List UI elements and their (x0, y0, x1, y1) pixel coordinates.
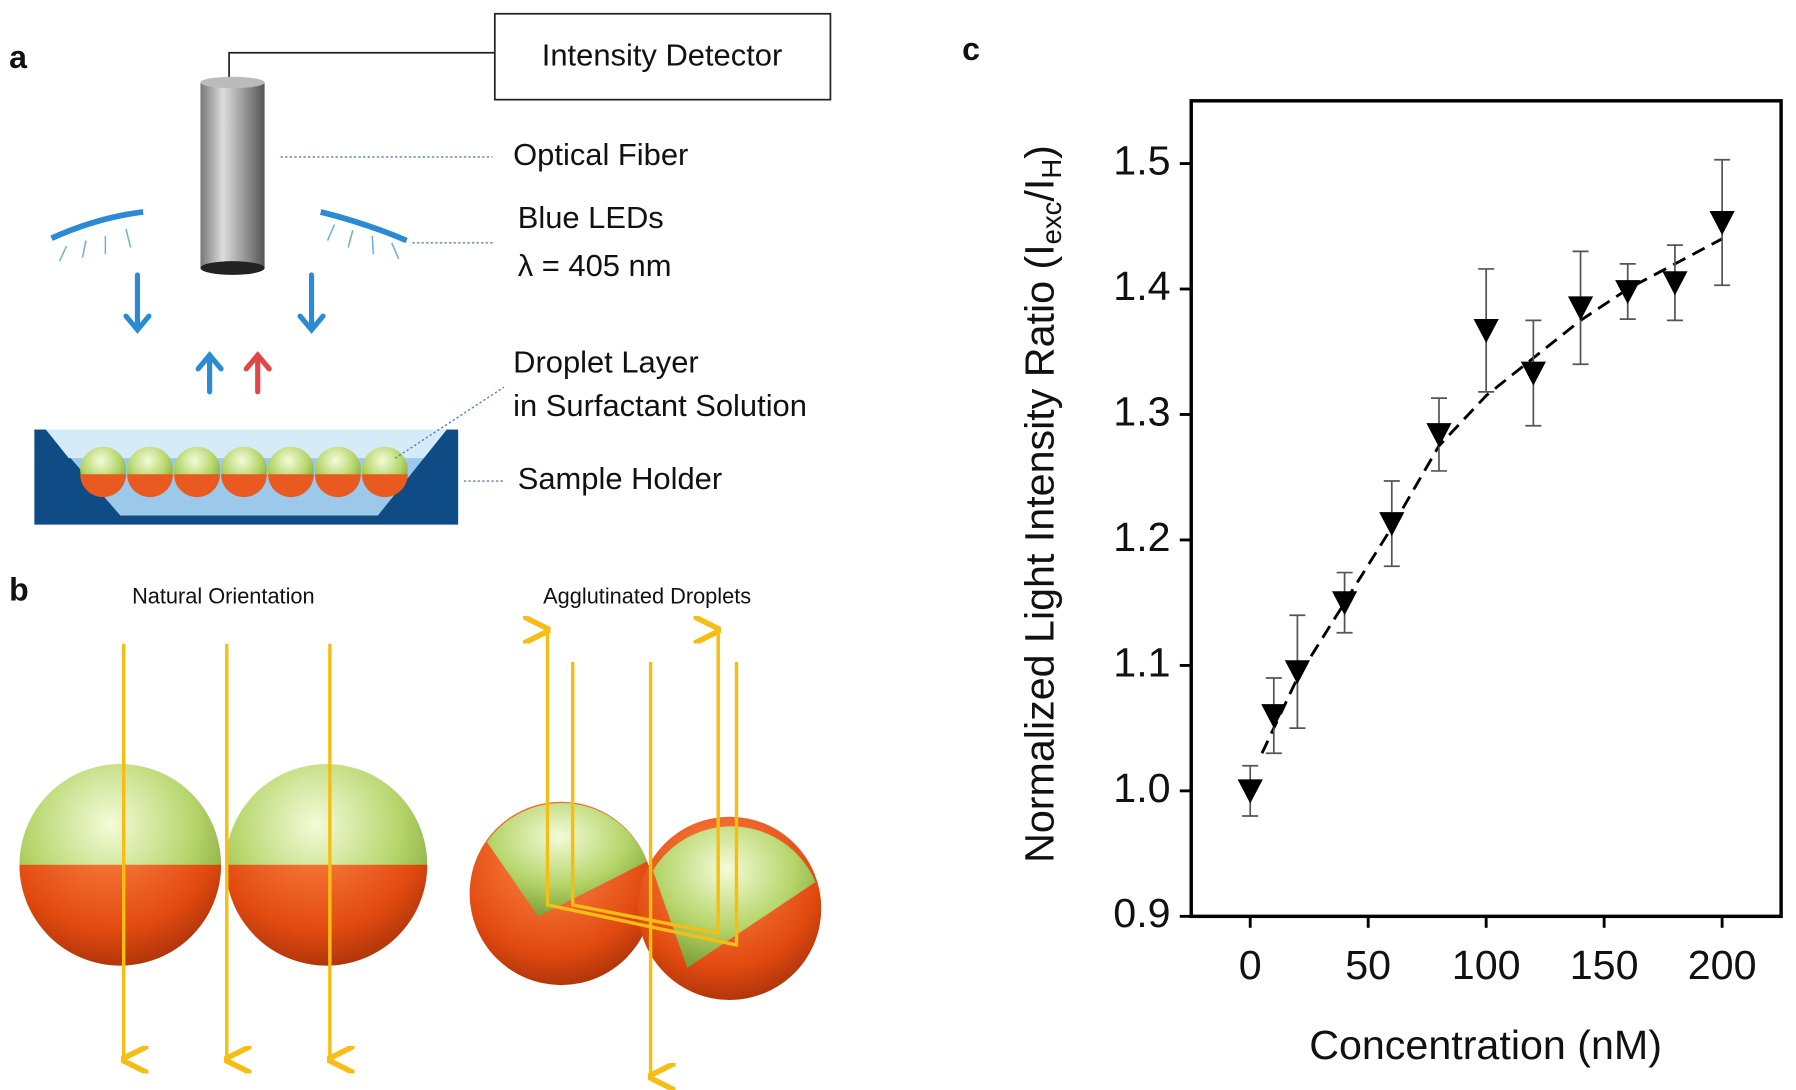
led-label: Blue LEDs (518, 200, 664, 235)
marker (1709, 211, 1735, 236)
marker (1237, 779, 1263, 804)
y-axis-label: Normalized Light Intensity Ratio (Iexc/I… (1016, 145, 1067, 863)
x-tick-label: 0 (1239, 942, 1262, 988)
y-label-part: ) (1016, 145, 1062, 159)
marker (1331, 591, 1358, 616)
light-arrows (123, 272, 326, 395)
y-tick-label: 1.5 (1113, 137, 1170, 183)
fiber-end (200, 261, 265, 275)
natural-label: Natural Orientation (132, 584, 315, 609)
y-tick-label: 1.1 (1113, 639, 1170, 685)
marker (1261, 704, 1287, 729)
marker (1379, 512, 1405, 537)
droplets (80, 446, 408, 498)
y-label-part: Normalized Light Intensity Ratio (I (1016, 244, 1062, 863)
panel-label: a (9, 39, 28, 75)
leader (394, 386, 505, 459)
y-tick-label: 1.3 (1113, 388, 1170, 434)
panel-label: b (9, 572, 29, 608)
x-tick-label: 50 (1345, 942, 1391, 988)
y-tick-label: 1.0 (1113, 765, 1170, 811)
marker (1615, 280, 1641, 305)
y-label-part: /I (1016, 179, 1062, 202)
led-rays (58, 224, 400, 262)
holder-label: Sample Holder (518, 461, 722, 496)
agglutinated-label: Agglutinated Droplets (543, 584, 751, 609)
y-label-sub: exc (1036, 201, 1067, 244)
marker (1567, 296, 1594, 321)
x-tick-label: 100 (1452, 942, 1521, 988)
detector-box (493, 12, 832, 101)
y-tick-label: 0.9 (1113, 890, 1170, 936)
natural-droplets (19, 764, 428, 966)
fiber-top (200, 76, 265, 89)
fiber-label: Optical Fiber (513, 137, 688, 172)
marker (1520, 361, 1546, 386)
wavelength-label: λ = 405 nm (518, 248, 672, 283)
fit-line (1260, 237, 1723, 754)
x-axis-label: Concentration (nM) (1309, 1022, 1662, 1068)
wire (228, 51, 495, 83)
droplet-label: Droplet Layer (513, 344, 699, 379)
fiber (200, 82, 265, 269)
marker (1473, 318, 1499, 344)
marker (1662, 271, 1688, 296)
solution-label: in Surfactant Solution (513, 388, 807, 423)
detector-label: Intensity Detector (542, 37, 783, 72)
plot-frame (1189, 99, 1783, 919)
y-tick-label: 1.4 (1113, 263, 1170, 309)
led (50, 209, 144, 241)
tilted-droplets (469, 801, 822, 1000)
panel-label: c (962, 31, 980, 67)
x-tick-label: 200 (1688, 942, 1757, 988)
y-label-sub: H (1036, 159, 1067, 179)
light-rays (124, 630, 739, 1077)
marker (1426, 423, 1452, 448)
marker (1284, 660, 1311, 685)
x-tick-label: 150 (1570, 942, 1639, 988)
led (320, 209, 408, 244)
y-tick-label: 1.2 (1113, 514, 1170, 560)
